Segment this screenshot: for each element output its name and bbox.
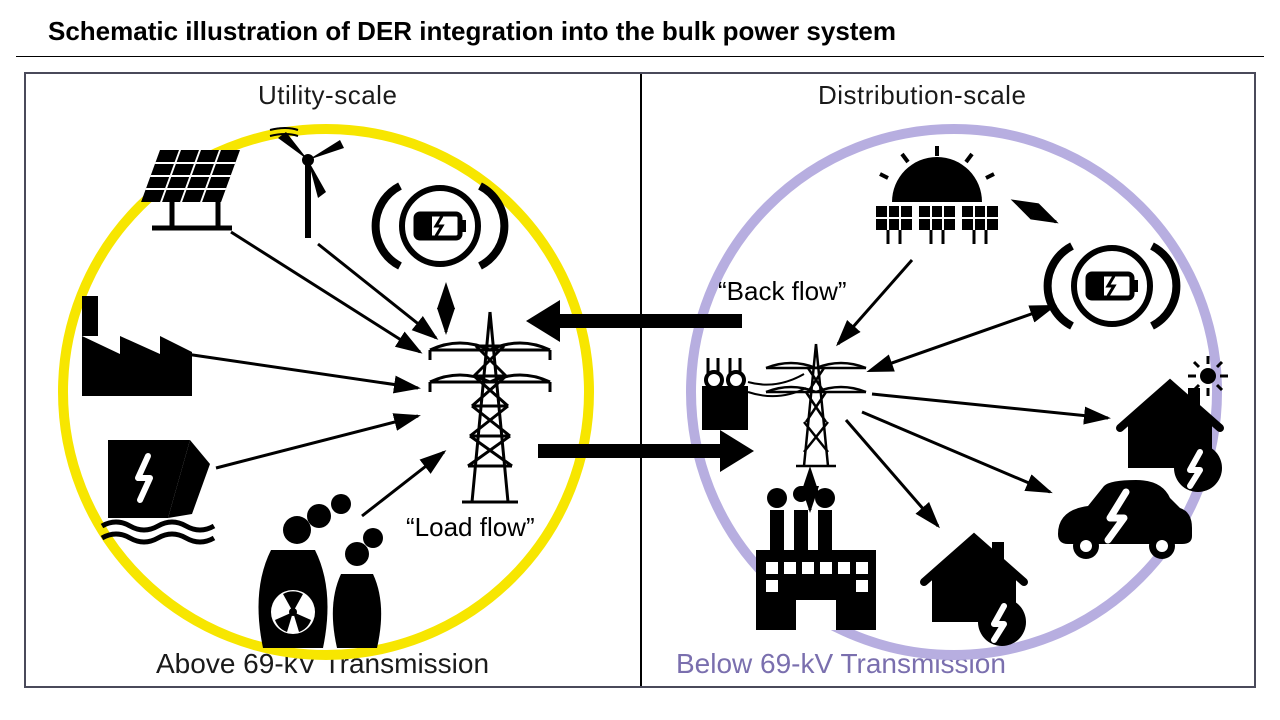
diagram-frame: Utility-scale Distribution-scale Above 6… bbox=[24, 72, 1256, 688]
title-rule bbox=[16, 56, 1264, 57]
right-internal-arrows bbox=[642, 74, 1258, 674]
page-title: Schematic illustration of DER integratio… bbox=[48, 16, 896, 47]
